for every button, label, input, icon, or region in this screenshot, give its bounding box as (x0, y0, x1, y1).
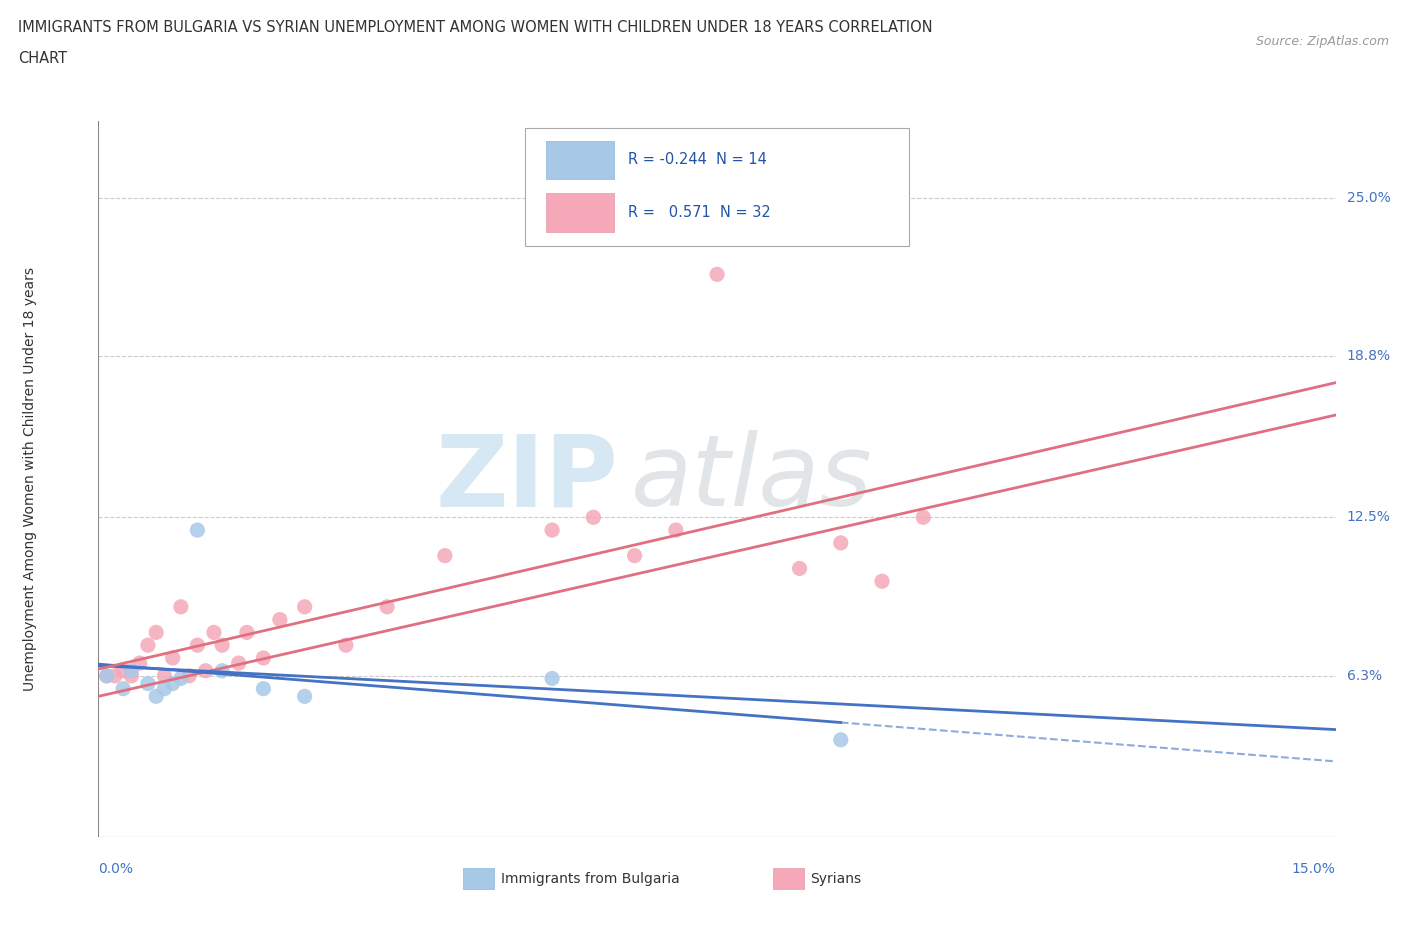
Point (228, 656, 250, 671)
Point (128, 656, 150, 671)
Bar (547, 193, 614, 232)
Text: Syrians: Syrians (810, 871, 860, 885)
Text: CHART: CHART (18, 51, 67, 66)
Point (541, 523, 564, 538)
Point (252, 651, 274, 666)
Text: 18.8%: 18.8% (1347, 349, 1391, 364)
Point (211, 638, 233, 653)
Text: 6.3%: 6.3% (1347, 669, 1382, 683)
Text: R = -0.244  N = 14: R = -0.244 N = 14 (628, 153, 766, 167)
Text: 15.0%: 15.0% (1292, 862, 1336, 876)
Point (789, 561, 811, 576)
Text: R =   0.571  N = 32: R = 0.571 N = 32 (628, 205, 770, 219)
Point (112, 663, 135, 678)
Point (145, 625, 167, 640)
Point (153, 681, 176, 696)
Point (211, 663, 233, 678)
Point (96, 669, 118, 684)
Point (136, 676, 159, 691)
FancyBboxPatch shape (526, 128, 908, 246)
Text: atlas: atlas (630, 431, 872, 527)
Point (96, 669, 118, 684)
Point (433, 549, 456, 564)
Point (112, 681, 135, 696)
Point (136, 638, 159, 653)
Point (706, 267, 728, 282)
Point (294, 600, 316, 615)
Bar (773, 868, 804, 889)
Point (194, 663, 217, 678)
Point (162, 651, 184, 666)
Point (830, 733, 852, 748)
Point (623, 549, 645, 564)
Point (541, 671, 564, 686)
Text: Unemployment Among Women with Children Under 18 years: Unemployment Among Women with Children U… (24, 267, 38, 691)
Point (186, 638, 208, 653)
Point (170, 600, 193, 615)
Text: 12.5%: 12.5% (1347, 511, 1391, 525)
Point (186, 523, 208, 538)
Point (162, 676, 184, 691)
Text: IMMIGRANTS FROM BULGARIA VS SYRIAN UNEMPLOYMENT AMONG WOMEN WITH CHILDREN UNDER : IMMIGRANTS FROM BULGARIA VS SYRIAN UNEMP… (18, 20, 934, 35)
Text: ZIP: ZIP (436, 431, 619, 527)
Point (830, 536, 852, 551)
Point (104, 669, 127, 684)
Point (145, 689, 167, 704)
Point (179, 669, 201, 684)
Point (236, 625, 259, 640)
Point (252, 681, 274, 696)
Text: Immigrants from Bulgaria: Immigrants from Bulgaria (501, 871, 679, 885)
Bar (464, 868, 495, 889)
Point (582, 510, 605, 525)
Point (120, 669, 142, 684)
Point (870, 574, 893, 589)
Point (294, 689, 316, 704)
Point (202, 625, 225, 640)
Point (153, 669, 176, 684)
Text: 0.0%: 0.0% (98, 862, 134, 876)
Point (912, 510, 935, 525)
Bar (547, 140, 614, 179)
Point (335, 638, 357, 653)
Text: 25.0%: 25.0% (1347, 191, 1391, 205)
Text: Source: ZipAtlas.com: Source: ZipAtlas.com (1256, 35, 1389, 48)
Point (269, 612, 291, 627)
Point (375, 600, 398, 615)
Point (170, 671, 193, 686)
Point (665, 523, 688, 538)
Point (120, 663, 142, 678)
